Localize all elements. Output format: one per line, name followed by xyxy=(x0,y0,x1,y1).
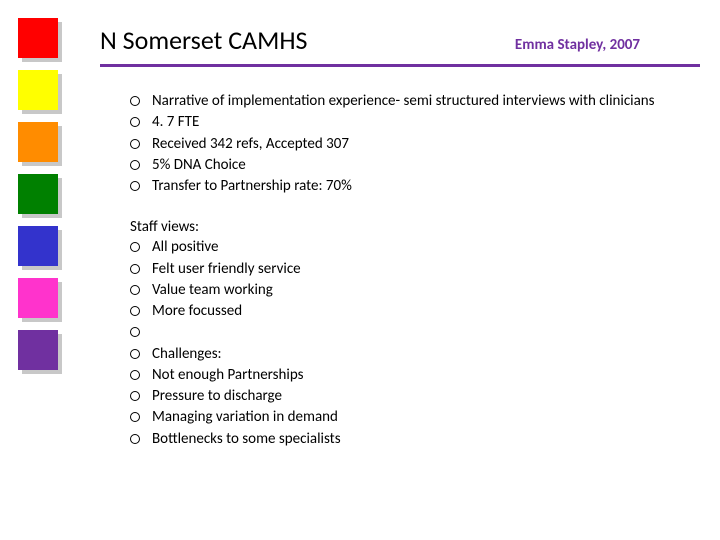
list-item: Bottlenecks to some specialists xyxy=(130,429,700,449)
color-swatch-column xyxy=(18,18,58,370)
color-swatch-fill xyxy=(18,174,58,214)
color-swatch-fill xyxy=(18,330,58,370)
color-swatch-fill xyxy=(18,18,58,58)
list-item: Pressure to discharge xyxy=(130,386,700,406)
color-swatch xyxy=(18,70,58,110)
bullet-list-2: All positiveFelt user friendly serviceVa… xyxy=(100,237,700,449)
color-swatch xyxy=(18,174,58,214)
list-item: Challenges: xyxy=(130,344,700,364)
list-item: Received 342 refs, Accepted 307 xyxy=(130,134,700,154)
list-item: 5% DNA Choice xyxy=(130,155,700,175)
color-swatch xyxy=(18,18,58,58)
slide-title: N Somerset CAMHS xyxy=(100,24,307,56)
list-item: Felt user friendly service xyxy=(130,259,700,279)
list-item: Not enough Partnerships xyxy=(130,365,700,385)
list-item: All positive xyxy=(130,237,700,257)
slide-header: N Somerset CAMHS Emma Stapley, 2007 xyxy=(100,24,700,67)
color-swatch xyxy=(18,226,58,266)
slide-subtitle: Emma Stapley, 2007 xyxy=(515,36,640,54)
color-swatch-fill xyxy=(18,226,58,266)
list-item: Transfer to Partnership rate: 70% xyxy=(130,176,700,196)
color-swatch xyxy=(18,122,58,162)
bullet-block-1: Narrative of implementation experience- … xyxy=(100,91,700,196)
color-swatch xyxy=(18,330,58,370)
color-swatch-fill xyxy=(18,122,58,162)
slide-content: N Somerset CAMHS Emma Stapley, 2007 Narr… xyxy=(100,24,700,471)
bullet-block-2: Staff views: All positiveFelt user frien… xyxy=(100,218,700,449)
list-item: Narrative of implementation experience- … xyxy=(130,91,700,111)
color-swatch-fill xyxy=(18,278,58,318)
color-swatch xyxy=(18,278,58,318)
bullet-list-1: Narrative of implementation experience- … xyxy=(100,91,700,196)
list-item: 4. 7 FTE xyxy=(130,112,700,132)
color-swatch-fill xyxy=(18,70,58,110)
list-item: Value team working xyxy=(130,280,700,300)
list-item: More focussed xyxy=(130,301,700,321)
list-item: Managing variation in demand xyxy=(130,407,700,427)
list-item xyxy=(130,322,700,342)
section-label-staff-views: Staff views: xyxy=(100,218,700,236)
